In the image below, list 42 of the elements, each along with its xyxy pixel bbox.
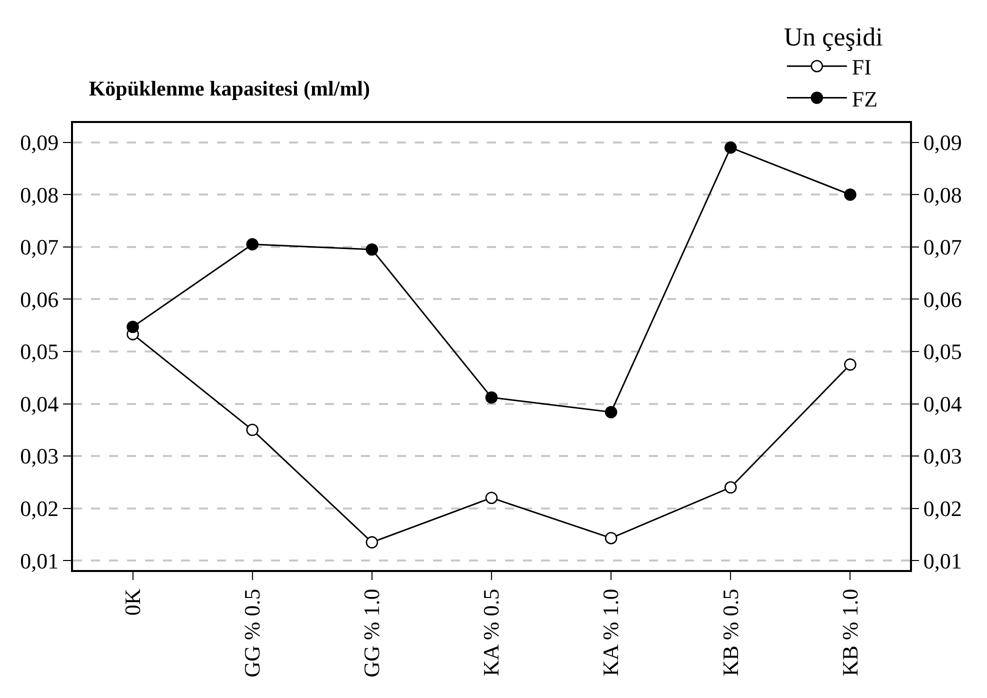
y-tick-label: 0,07 — [20, 234, 59, 260]
y-tick-label: 0,06 — [20, 286, 59, 312]
y2-tick-label: 0,08 — [923, 182, 962, 208]
legend-title: Un çeşidi — [784, 22, 883, 52]
y2-tick-label: 0,03 — [923, 444, 962, 469]
x-tick-label: GG % 0.5 — [240, 588, 265, 678]
y2-tick-label: 0,05 — [923, 339, 962, 364]
point — [724, 141, 737, 154]
point — [604, 406, 618, 418]
x-tick-label: KB % 0.5 — [718, 588, 743, 676]
point — [844, 358, 856, 371]
point — [844, 188, 856, 201]
y-tick-label: 0,08 — [20, 182, 59, 208]
y2-tick-label: 0,01 — [923, 548, 962, 574]
y-tick-label: 0,04 — [20, 391, 59, 416]
point — [366, 536, 378, 548]
x-tick-label: GG % 1.0 — [359, 588, 384, 678]
x-tick-label: 0K — [120, 588, 145, 616]
point — [366, 243, 378, 256]
point — [246, 424, 259, 436]
point — [485, 492, 498, 504]
y2-tick-label: 0,09 — [923, 130, 962, 156]
legend-label: FI — [852, 54, 872, 80]
y2-tick-label: 0,06 — [923, 286, 962, 312]
y2-tick-label: 0,02 — [923, 496, 962, 522]
point — [724, 481, 737, 494]
x-tick-label: KA % 1.0 — [598, 588, 624, 676]
y-tick-label: 0,02 — [20, 496, 59, 522]
point — [485, 391, 498, 404]
point — [604, 532, 618, 544]
chart-title: Köpüklenme kapasitesi (ml/ml) — [88, 76, 370, 100]
point — [126, 320, 139, 334]
y-tick-label: 0,03 — [20, 444, 59, 469]
y-tick-label: 0,09 — [20, 130, 59, 156]
point — [246, 238, 259, 250]
y-tick-label: 0,01 — [20, 548, 59, 574]
y-tick-label: 0,05 — [20, 339, 59, 364]
y2-tick-label: 0,07 — [923, 234, 962, 260]
x-tick-label: KB % 1.0 — [837, 588, 862, 676]
y2-tick-label: 0,04 — [923, 391, 962, 416]
legend-label: FZ — [852, 86, 878, 112]
x-tick-label: KA % 0.5 — [478, 588, 504, 676]
